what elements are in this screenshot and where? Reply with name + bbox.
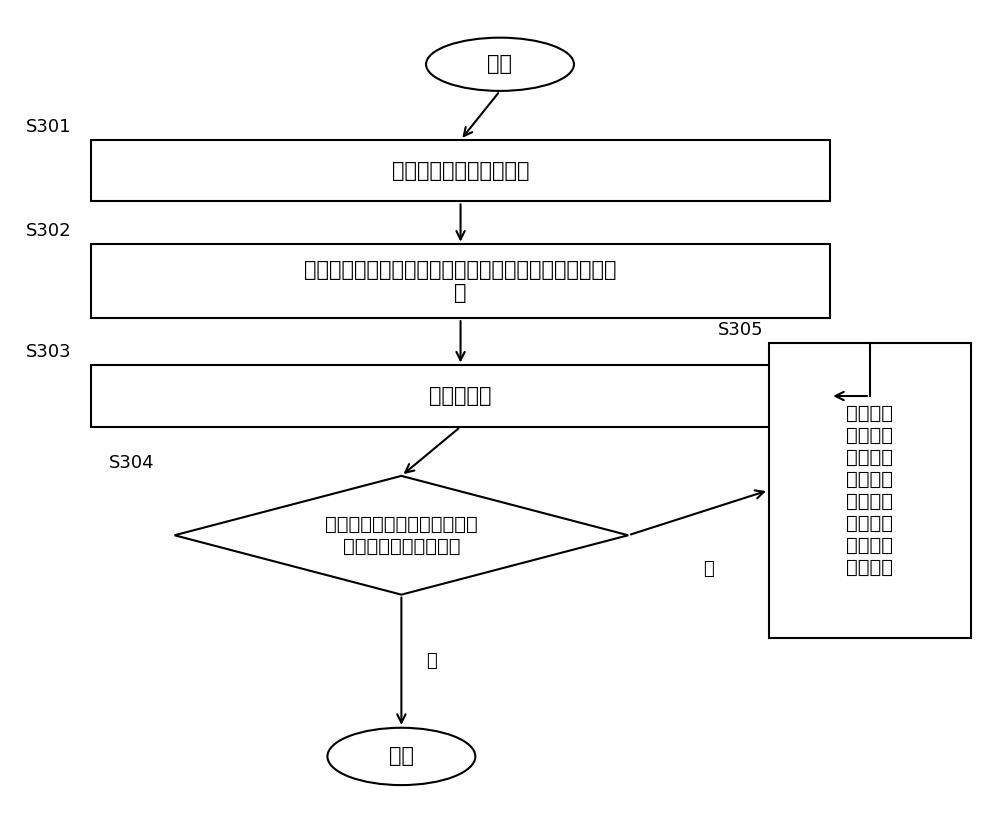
Polygon shape	[175, 476, 628, 595]
Text: S304: S304	[109, 454, 155, 471]
Text: 剩余小小区中受害小区最多的
小小区满足预定条件？: 剩余小小区中受害小区最多的 小小区满足预定条件？	[325, 515, 478, 556]
Bar	[91, 366, 830, 426]
Bar	[91, 140, 830, 202]
Text: 选择受害小区数量最多的小小区作为进行间歇发送的小小
区: 选择受害小区数量最多的小小区作为进行间歇发送的小小 区	[304, 260, 617, 303]
Text: S302: S302	[25, 222, 71, 241]
Text: 是: 是	[703, 560, 714, 578]
Text: 创建各个小小区的关系图: 创建各个小小区的关系图	[392, 161, 529, 181]
Text: 开始: 开始	[488, 54, 512, 74]
Ellipse shape	[327, 728, 475, 785]
Text: 结束: 结束	[389, 746, 414, 766]
Ellipse shape	[426, 37, 574, 91]
Bar	[769, 343, 971, 637]
Text: S301: S301	[26, 118, 71, 136]
Bar	[91, 245, 830, 318]
Text: 否: 否	[426, 652, 437, 671]
Text: S303: S303	[25, 343, 71, 362]
Text: 将剩余小
小区中受
害小区数
量最多的
小小区确
定为进行
间歇发送
的小小区: 将剩余小 小区中受 害小区数 量最多的 小小区确 定为进行 间歇发送 的小小区	[846, 404, 893, 576]
Text: S305: S305	[718, 321, 764, 339]
Text: 更新关系图: 更新关系图	[429, 386, 492, 406]
